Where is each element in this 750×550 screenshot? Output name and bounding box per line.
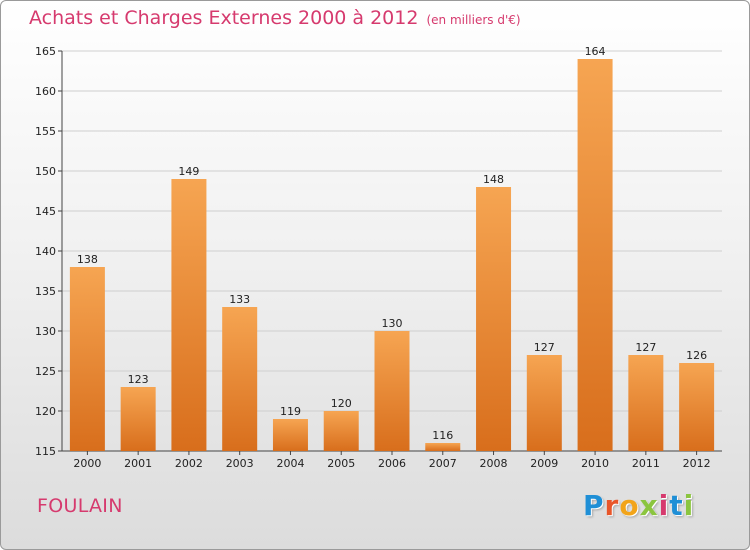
data-label: 116 — [432, 429, 453, 442]
y-tick-label: 130 — [35, 325, 56, 338]
logo-letter: i — [658, 489, 670, 522]
bar — [222, 307, 258, 451]
x-tick-label: 2002 — [175, 457, 203, 470]
data-label: 130 — [382, 317, 403, 330]
data-label: 120 — [331, 397, 352, 410]
x-tick-label: 2000 — [73, 457, 101, 470]
title-text: Achats et Charges Externes 2000 à 2012 — [29, 7, 419, 29]
x-tick-label: 2006 — [378, 457, 406, 470]
y-tick-label: 125 — [35, 365, 56, 378]
data-label: 119 — [280, 405, 301, 418]
bar — [628, 355, 664, 451]
data-label: 126 — [686, 349, 707, 362]
bar — [679, 363, 715, 451]
data-label: 138 — [77, 253, 98, 266]
data-label: 127 — [534, 341, 555, 354]
bar — [272, 419, 308, 451]
logo-letter: P — [583, 489, 605, 522]
x-tick-label: 2009 — [530, 457, 558, 470]
data-label: 127 — [635, 341, 656, 354]
bars — [69, 59, 715, 451]
y-tick-label: 115 — [35, 445, 56, 458]
y-tick-label: 120 — [35, 405, 56, 418]
data-label: 133 — [229, 293, 250, 306]
data-label: 123 — [128, 373, 149, 386]
x-tick-label: 2008 — [480, 457, 508, 470]
logo-letter: x — [639, 489, 659, 522]
x-tick-label: 2012 — [683, 457, 711, 470]
bar — [323, 411, 359, 451]
chart-title: Achats et Charges Externes 2000 à 2012 (e… — [29, 7, 521, 29]
logo-letter: r — [604, 489, 620, 522]
bar — [577, 59, 613, 451]
y-tick-label: 135 — [35, 285, 56, 298]
proxiti-logo: Proxiti — [583, 489, 694, 522]
x-tick-label: 2007 — [429, 457, 457, 470]
y-tick-label: 140 — [35, 245, 56, 258]
y-tick-label: 145 — [35, 205, 56, 218]
logo-letter: i — [683, 489, 695, 522]
bar — [120, 387, 156, 451]
data-label: 148 — [483, 173, 504, 186]
x-tick-label: 2004 — [276, 457, 304, 470]
y-tick-label: 165 — [35, 45, 56, 58]
commune-name: FOULAIN — [37, 495, 123, 517]
labels: 115 120 125 130 135 140 145 150 155 160 165 138 2000… — [35, 45, 711, 470]
bar — [476, 187, 512, 451]
logo-letter: o — [619, 489, 640, 522]
x-tick-label: 2011 — [632, 457, 660, 470]
y-tick-label: 160 — [35, 85, 56, 98]
data-label: 164 — [585, 45, 606, 58]
x-tick-label: 2001 — [124, 457, 152, 470]
title-unit: (en milliers d'€) — [426, 13, 521, 27]
x-tick-label: 2005 — [327, 457, 355, 470]
bar — [425, 443, 461, 451]
x-tick-label: 2003 — [226, 457, 254, 470]
logo-letter: t — [669, 489, 684, 522]
bar — [171, 179, 207, 451]
bar — [69, 267, 105, 451]
y-tick-label: 150 — [35, 165, 56, 178]
bar — [526, 355, 562, 451]
y-tick-label: 155 — [35, 125, 56, 138]
data-label: 149 — [178, 165, 199, 178]
x-tick-label: 2010 — [581, 457, 609, 470]
bar — [374, 331, 410, 451]
